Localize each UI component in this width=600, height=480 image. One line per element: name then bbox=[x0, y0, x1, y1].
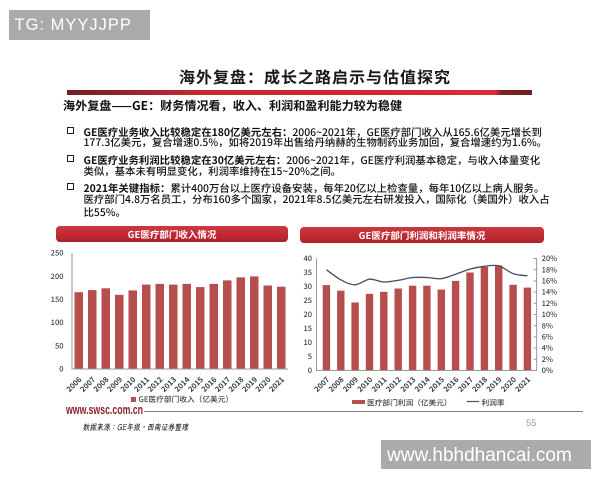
svg-text:医疗部门利润（亿美元）: 医疗部门利润（亿美元） bbox=[367, 397, 452, 408]
svg-text:20: 20 bbox=[303, 309, 312, 320]
svg-text:10%: 10% bbox=[542, 309, 558, 320]
svg-text:25: 25 bbox=[303, 295, 312, 306]
svg-text:0: 0 bbox=[59, 364, 63, 375]
svg-text:200: 200 bbox=[51, 271, 64, 282]
svg-text:5: 5 bbox=[308, 351, 312, 362]
svg-text:0%: 0% bbox=[542, 365, 553, 376]
svg-text:40: 40 bbox=[303, 253, 312, 264]
svg-text:150: 150 bbox=[51, 294, 64, 305]
svg-text:10: 10 bbox=[303, 337, 312, 348]
svg-text:20%: 20% bbox=[542, 253, 558, 264]
svg-text:16%: 16% bbox=[542, 276, 558, 287]
svg-text:2021: 2021 bbox=[267, 374, 287, 394]
svg-text:6%: 6% bbox=[542, 332, 553, 343]
svg-text:利润率: 利润率 bbox=[482, 397, 505, 408]
svg-text:30: 30 bbox=[303, 281, 312, 292]
svg-text:35: 35 bbox=[303, 267, 312, 278]
svg-text:14%: 14% bbox=[542, 287, 558, 298]
svg-text:15: 15 bbox=[303, 323, 312, 334]
svg-text:100: 100 bbox=[51, 317, 64, 328]
svg-text:2%: 2% bbox=[542, 354, 553, 365]
svg-text:0: 0 bbox=[308, 365, 312, 376]
svg-text:8%: 8% bbox=[542, 320, 553, 331]
svg-text:250: 250 bbox=[51, 248, 64, 259]
svg-text:2021: 2021 bbox=[513, 374, 533, 394]
svg-text:12%: 12% bbox=[542, 298, 558, 309]
svg-text:4%: 4% bbox=[542, 343, 553, 354]
svg-text:18%: 18% bbox=[542, 264, 558, 275]
svg-text:GE医疗部门收入（亿美元）: GE医疗部门收入（亿美元） bbox=[139, 394, 234, 405]
svg-text:50: 50 bbox=[55, 340, 64, 351]
